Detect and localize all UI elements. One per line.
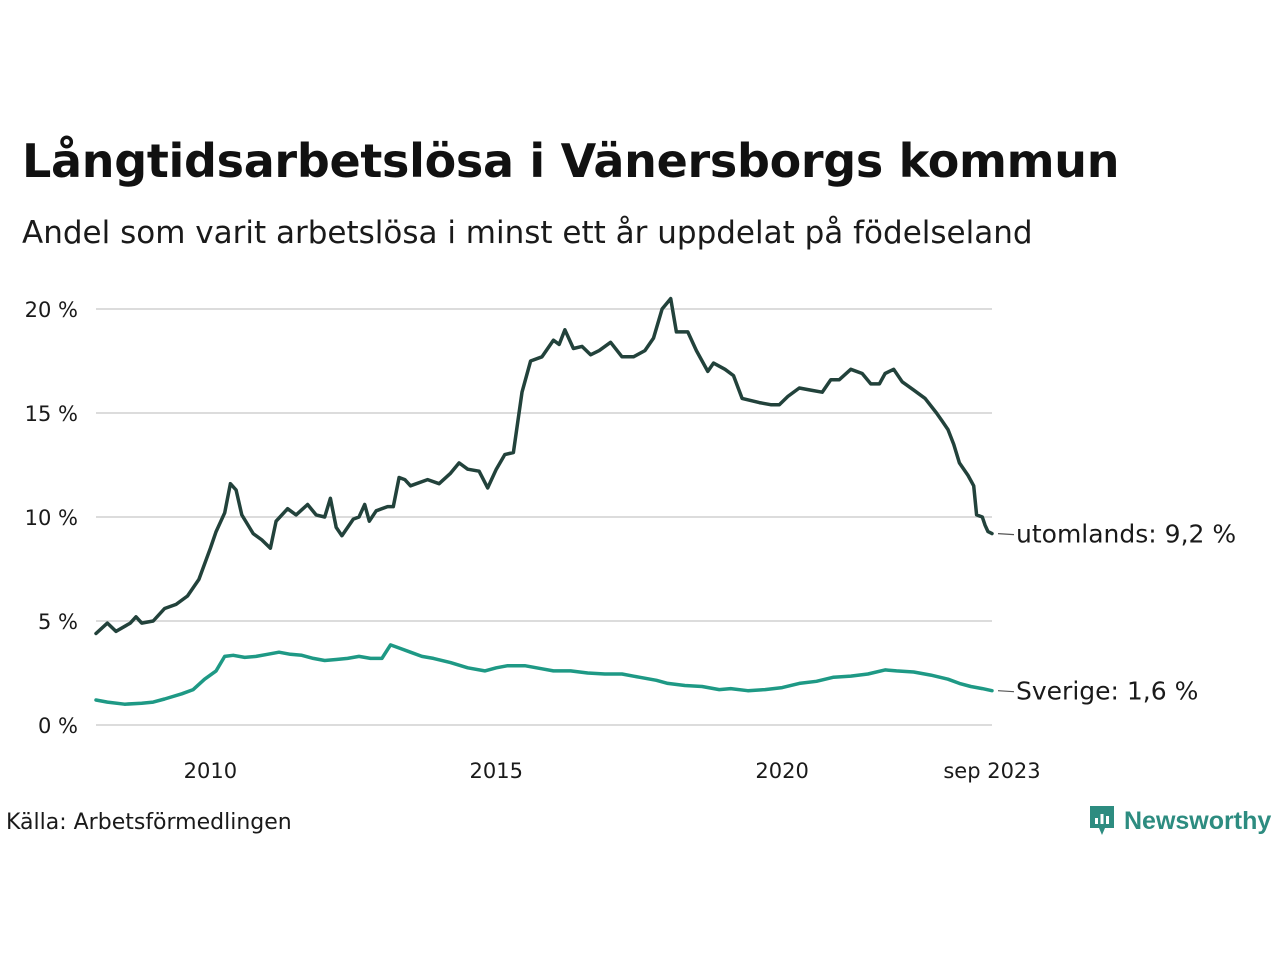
newsworthy-logo-icon — [1090, 806, 1114, 835]
y-tick-label: 5 % — [38, 610, 78, 634]
brand-logo[interactable]: Newsworthy — [1088, 804, 1271, 838]
y-axis-ticks: 0 % 5 % 10 % 15 % 20 % — [25, 298, 78, 738]
chart-subtitle: Andel som varit arbetslösa i minst ett å… — [22, 215, 1033, 251]
y-tick-label: 15 % — [25, 402, 78, 426]
series-line-sverige — [94, 643, 994, 706]
gridlines — [96, 308, 992, 726]
label-leader — [997, 533, 1015, 536]
y-tick-label: 20 % — [25, 298, 78, 322]
series-end-label-utomlands: utomlands: 9,2 % — [1016, 520, 1236, 549]
label-leader — [997, 690, 1015, 693]
series-lines — [94, 296, 994, 706]
x-tick-label: 2015 — [470, 759, 523, 783]
x-tick-label: 2010 — [184, 759, 237, 783]
x-tick-label: 2020 — [755, 759, 808, 783]
chart-title: Långtidsarbetslösa i Vänersborgs kommun — [22, 134, 1120, 188]
brand-name: Newsworthy — [1124, 806, 1272, 835]
y-tick-label: 0 % — [38, 714, 78, 738]
series-end-label-sverige: Sverige: 1,6 % — [1016, 677, 1198, 706]
x-axis-ticks: 2010 2015 2020 sep 2023 — [184, 759, 1041, 783]
y-tick-label: 10 % — [25, 506, 78, 530]
x-tick-label: sep 2023 — [943, 759, 1040, 783]
series-line-utomlands — [94, 296, 994, 636]
source-note: Källa: Arbetsförmedlingen — [6, 810, 292, 835]
series-end-labels: utomlands: 9,2 % Sverige: 1,6 % — [997, 520, 1236, 706]
